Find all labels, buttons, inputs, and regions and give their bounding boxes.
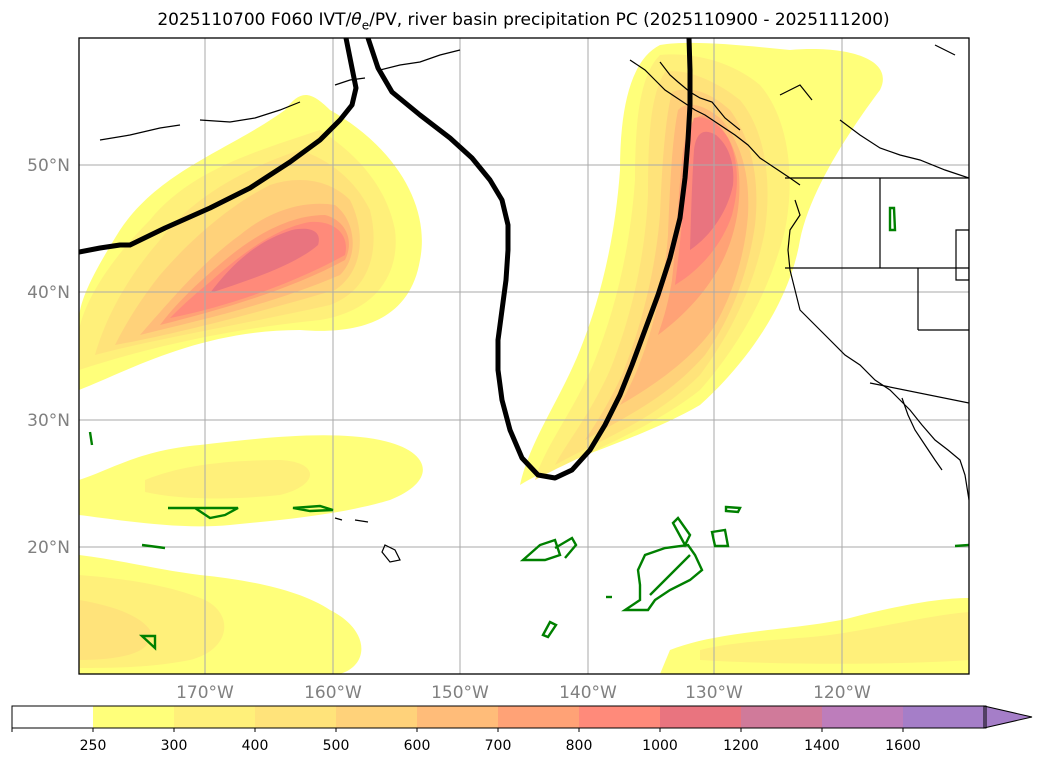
coastlines — [99, 44, 969, 563]
colorbar-swatch — [498, 706, 580, 728]
colorbar-tick-label: 1200 — [723, 738, 759, 754]
lon-label-130w: 130°W — [685, 683, 743, 703]
colorbar-tick-label: 1600 — [885, 738, 921, 754]
colorbar-tick-label: 800 — [566, 738, 593, 754]
colorbar-swatch — [417, 706, 499, 728]
colorbar-tick-label: 250 — [80, 738, 107, 754]
lon-label-150w: 150°W — [431, 683, 489, 703]
lat-label-50: 50°N — [27, 156, 70, 176]
colorbar-tick-label: 1000 — [642, 738, 678, 754]
ivt-plume-west — [79, 95, 422, 390]
map-frame — [78, 37, 970, 675]
ivt-patches-south — [79, 435, 969, 674]
lon-label-120w: 120°W — [813, 683, 871, 703]
colorbar-swatch — [336, 706, 418, 728]
colorbar-swatch — [255, 706, 337, 728]
colorbar-swatch — [822, 706, 904, 728]
colorbar-tick-label: 400 — [242, 738, 269, 754]
colorbar-swatch — [660, 706, 742, 728]
lon-label-140w: 140°W — [559, 683, 617, 703]
colorbar-swatches — [12, 706, 985, 728]
ivt-contour-1000 — [210, 228, 319, 293]
ivt-contour-300 — [700, 612, 969, 664]
ivt-contour-300 — [145, 460, 310, 499]
colorbar-ticks: 250 300 400 500 600 700 800 1000 1200 1400 1600 — [11, 728, 921, 754]
ivt-plume-east — [520, 42, 883, 486]
lat-label-30: 30°N — [27, 411, 70, 431]
ivt-contour-1000 — [690, 131, 734, 250]
colorbar-swatch — [174, 706, 256, 728]
colorbar-swatch — [12, 706, 94, 728]
colorbar-frame — [11, 705, 987, 729]
colorbar-extend-arrow — [983, 705, 1033, 729]
colorbar: 250 300 400 500 600 700 800 1000 1200 1400 1600 — [11, 705, 1033, 754]
lat-label-20: 20°N — [27, 538, 70, 558]
colorbar-tick-label: 700 — [485, 738, 512, 754]
colorbar-tick-label: 300 — [161, 738, 188, 754]
colorbar-swatch — [903, 706, 985, 728]
lon-label-160w: 160°W — [304, 683, 362, 703]
basin-contour — [88, 206, 969, 651]
longitude-labels: 170°W 160°W 150°W 140°W 130°W 120°W — [176, 683, 871, 703]
map-panel — [79, 38, 969, 674]
colorbar-swatch — [741, 706, 823, 728]
colorbar-swatch — [93, 706, 175, 728]
theta-pv-contour — [79, 38, 693, 481]
map-title: 2025110700 F060 IVT/θe/PV, river basin p… — [157, 10, 890, 33]
colorbar-tick-label: 1400 — [804, 738, 840, 754]
colorbar-tick-label: 500 — [323, 738, 350, 754]
latitude-labels: 50°N 40°N 30°N 20°N — [27, 156, 70, 558]
colorbar-tick-label: 600 — [404, 738, 431, 754]
colorbar-swatch — [579, 706, 661, 728]
ivt-contour-400 — [79, 600, 151, 660]
lat-label-40: 40°N — [27, 283, 70, 303]
lon-label-170w: 170°W — [176, 683, 234, 703]
